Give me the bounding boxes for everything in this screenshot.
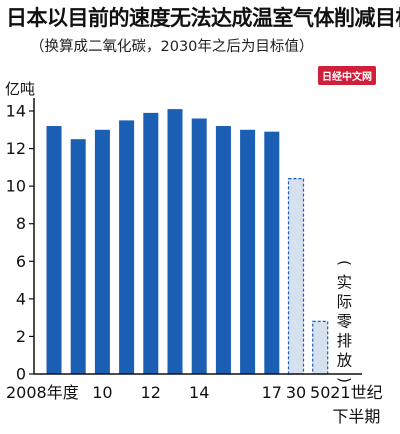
annotation-char: 际 — [337, 293, 353, 311]
y-tick-label: 0 — [16, 365, 26, 384]
x-tick-label: 30 — [286, 383, 306, 402]
actual-bar — [46, 126, 62, 375]
x-tick-label: 21世纪 — [330, 383, 382, 402]
chart-subtitle: （换算成二氧化碳，2030年之后为目标值） — [30, 39, 314, 55]
actual-bar — [167, 109, 183, 374]
actual-bar — [191, 118, 207, 374]
chart-title: 日本以目前的速度无法达成温室气体削减目标 — [6, 6, 400, 30]
y-tick-label: 2 — [16, 327, 26, 346]
y-tick-label: 8 — [16, 214, 26, 233]
x-tick-label: 10 — [92, 383, 112, 402]
actual-bar — [215, 126, 231, 375]
actual-bar — [240, 129, 256, 374]
actual-bar — [70, 139, 86, 374]
target-bar — [312, 320, 329, 375]
annotation-char: 零 — [337, 313, 353, 331]
actual-bar — [119, 120, 135, 375]
y-tick-label: 4 — [16, 289, 26, 308]
watermark-badge: 日经中文网 — [318, 66, 376, 85]
x-tick-label: 17 — [262, 383, 282, 402]
annotation-char: 排 — [337, 332, 353, 350]
y-tick-label: 6 — [16, 252, 26, 271]
x-tick-label: 2008年度 — [6, 383, 79, 402]
annotation-char: ( — [335, 260, 353, 266]
annotation-char: ) — [335, 377, 353, 383]
annotation-char: 放 — [337, 352, 353, 370]
y-axis-label: 亿吨 — [5, 80, 35, 98]
bars — [46, 109, 329, 375]
y-tick-label: 10 — [6, 177, 26, 196]
actual-bar — [264, 131, 280, 374]
actual-bar — [94, 129, 110, 374]
actual-bar — [143, 112, 159, 374]
y-tick-label: 12 — [6, 139, 26, 158]
x-tick-label: 下半期 — [332, 407, 380, 426]
x-tick-label: 50 — [310, 383, 330, 402]
y-axis: 亿吨 0 2 4 6 8 10 12 14 — [5, 80, 35, 384]
x-tick-label: 12 — [141, 383, 161, 402]
annotation-char: 实 — [337, 274, 353, 292]
y-tick-label: 14 — [6, 102, 26, 121]
target-bar — [287, 178, 305, 375]
x-tick-label: 14 — [189, 383, 209, 402]
